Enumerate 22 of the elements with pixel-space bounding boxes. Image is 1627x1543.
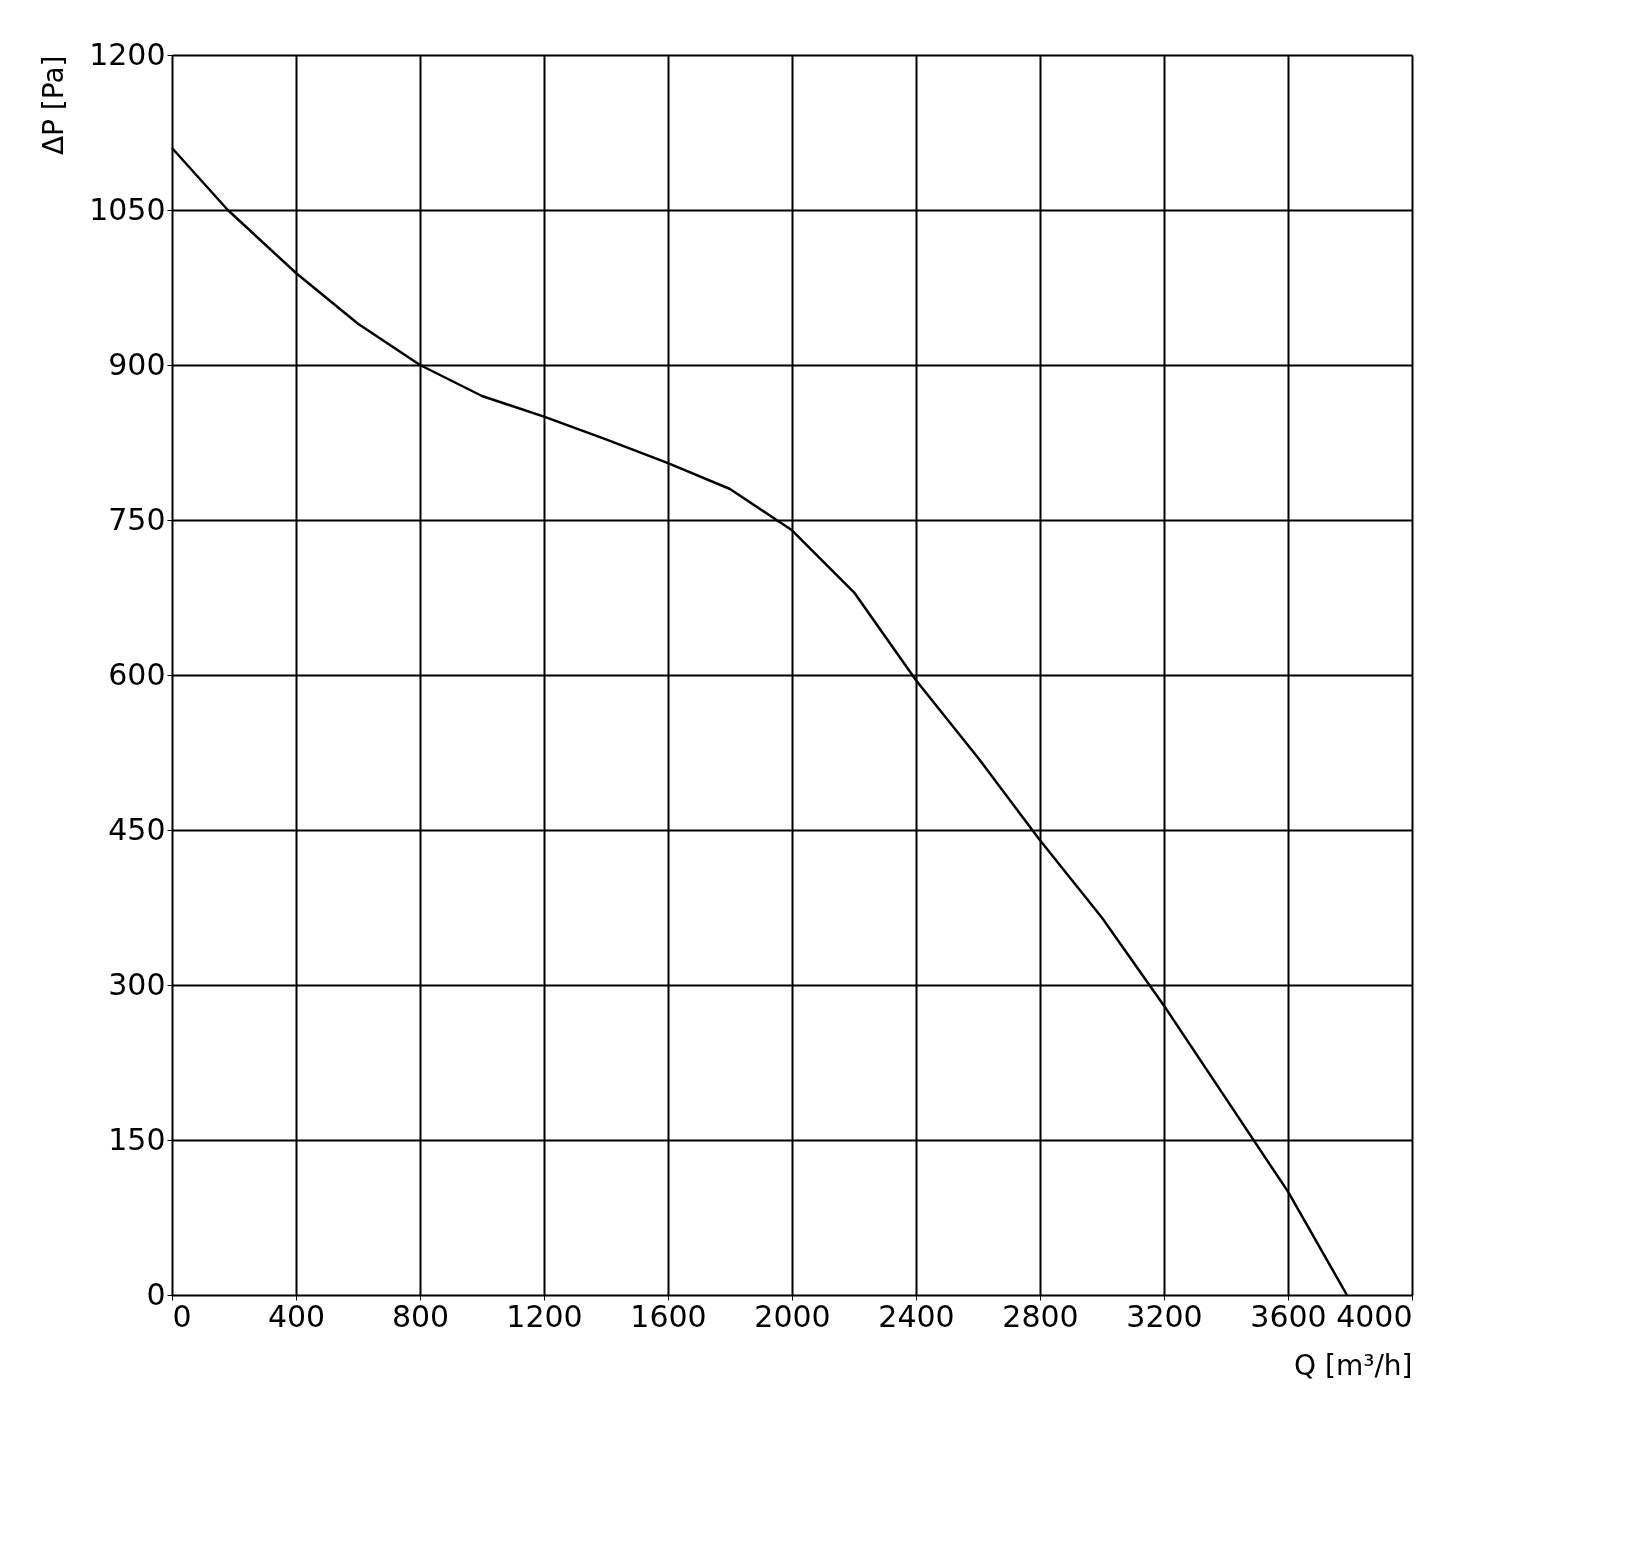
x-tick-label: 2800 [1002,1298,1079,1334]
y-axis-title: ΔP [Pa] [37,55,71,156]
y-tick-label: 150 [108,1121,166,1157]
y-tick-label: 750 [108,501,166,537]
x-tick-label: 800 [391,1298,450,1334]
x-tick-label: 2000 [754,1298,831,1334]
x-tick-label: 3600 [1250,1298,1327,1334]
x-tick-label: 0 [172,1298,192,1334]
x-tick-label: 2400 [878,1298,955,1334]
x-tick-label: 3200 [1126,1298,1203,1334]
y-tick-label: 1200 [89,36,166,72]
x-tick-label: 1200 [506,1298,583,1334]
x-axis-title: Q [m³/h] [1294,1348,1413,1382]
x-tick-label: 400 [267,1298,326,1334]
x-tick-label: 4000 [1336,1298,1413,1334]
y-tick-label: 600 [108,656,166,692]
y-tick-label: 300 [108,966,166,1002]
y-tick-label: 450 [108,811,166,847]
y-tick-label: 1050 [89,191,166,227]
y-tick-label: 0 [146,1276,166,1312]
y-tick-label: 900 [108,346,166,382]
x-tick-label: 1600 [630,1298,707,1334]
